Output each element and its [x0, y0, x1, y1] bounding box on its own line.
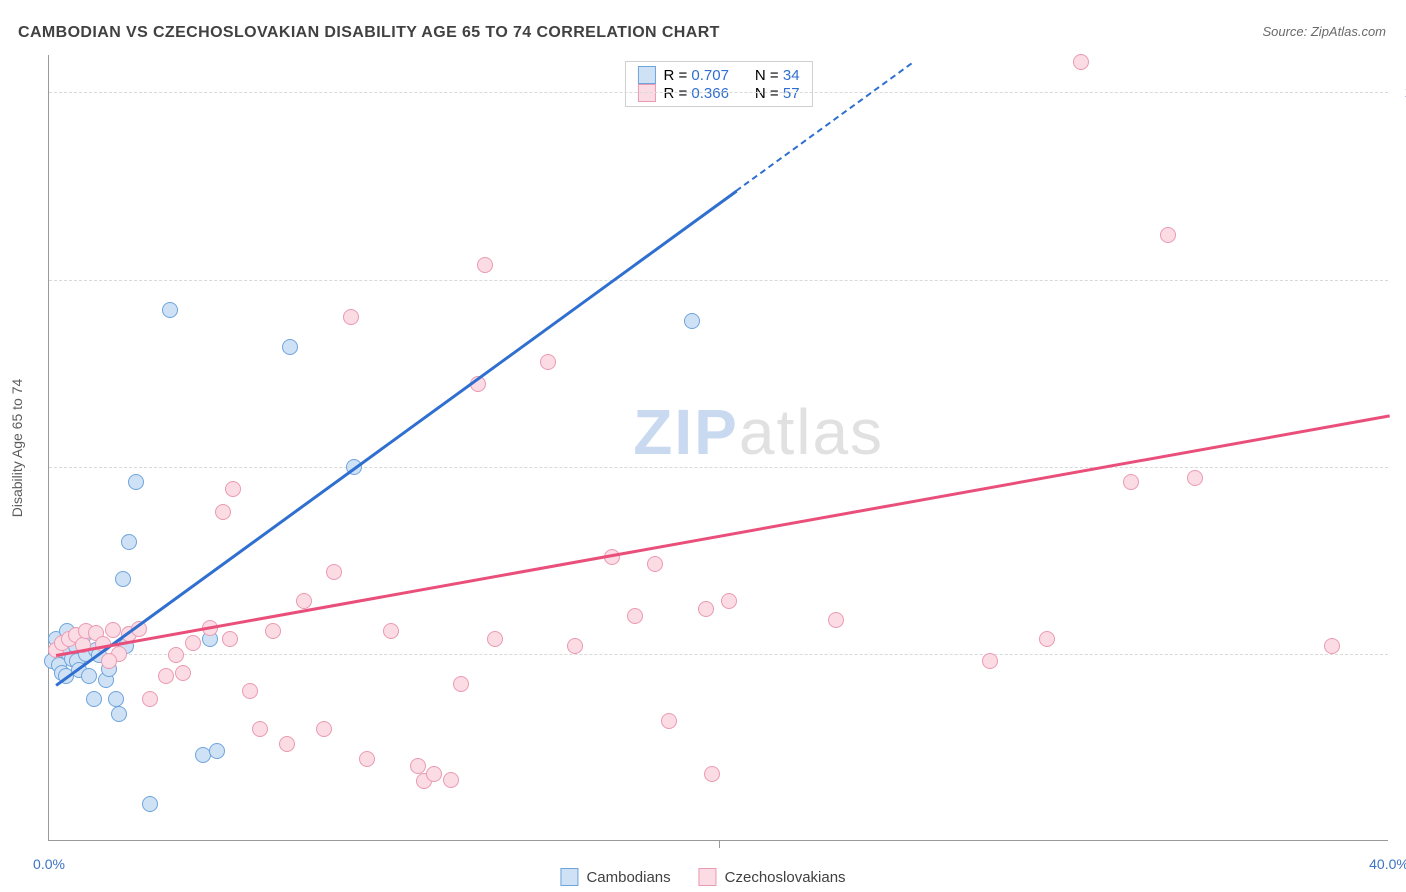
data-point-czechoslovakians [343, 309, 359, 325]
data-point-cambodians [684, 313, 700, 329]
data-point-cambodians [81, 668, 97, 684]
data-point-czechoslovakians [1073, 54, 1089, 70]
data-point-cambodians [142, 796, 158, 812]
data-point-czechoslovakians [168, 647, 184, 663]
data-point-cambodians [209, 743, 225, 759]
data-point-czechoslovakians [158, 668, 174, 684]
data-point-czechoslovakians [410, 758, 426, 774]
data-point-czechoslovakians [316, 721, 332, 737]
y-axis-title: Disability Age 65 to 74 [9, 378, 25, 517]
data-point-czechoslovakians [142, 691, 158, 707]
legend-label: Cambodians [586, 869, 670, 886]
y-tick-label: 75.0% [1396, 272, 1406, 288]
data-point-czechoslovakians [359, 751, 375, 767]
legend: Cambodians Czechoslovakians [560, 868, 845, 886]
data-point-czechoslovakians [225, 481, 241, 497]
legend-label: Czechoslovakians [725, 869, 846, 886]
data-point-czechoslovakians [627, 608, 643, 624]
data-point-czechoslovakians [175, 665, 191, 681]
stat-row-cambodians: R = 0.707 N = 34 [637, 66, 799, 84]
gridline [49, 467, 1388, 468]
data-point-cambodians [128, 474, 144, 490]
data-point-cambodians [115, 571, 131, 587]
data-point-cambodians [86, 691, 102, 707]
legend-item-cambodians: Cambodians [560, 868, 670, 886]
data-point-czechoslovakians [326, 564, 342, 580]
data-point-czechoslovakians [1039, 631, 1055, 647]
x-tick-label: 40.0% [1369, 856, 1406, 872]
data-point-czechoslovakians [242, 683, 258, 699]
plot-area: Disability Age 65 to 74 ZIPatlas R = 0.7… [48, 55, 1388, 841]
data-point-czechoslovakians [453, 676, 469, 692]
watermark: ZIPatlas [633, 395, 884, 469]
watermark-zip: ZIP [633, 396, 739, 468]
data-point-czechoslovakians [1324, 638, 1340, 654]
data-point-czechoslovakians [222, 631, 238, 647]
gridline [49, 92, 1388, 93]
data-point-cambodians [121, 534, 137, 550]
data-point-czechoslovakians [1160, 227, 1176, 243]
data-point-czechoslovakians [426, 766, 442, 782]
data-point-czechoslovakians [721, 593, 737, 609]
watermark-atlas: atlas [739, 396, 884, 468]
legend-item-czechoslovakians: Czechoslovakians [699, 868, 846, 886]
gridline [49, 280, 1388, 281]
data-point-czechoslovakians [279, 736, 295, 752]
source-label: Source: ZipAtlas.com [1262, 24, 1386, 39]
data-point-czechoslovakians [185, 635, 201, 651]
data-point-cambodians [162, 302, 178, 318]
data-point-czechoslovakians [828, 612, 844, 628]
trend-line [55, 414, 1389, 656]
data-point-czechoslovakians [443, 772, 459, 788]
data-point-czechoslovakians [105, 622, 121, 638]
data-point-czechoslovakians [477, 257, 493, 273]
data-point-czechoslovakians [698, 601, 714, 617]
gridline [49, 654, 1388, 655]
data-point-cambodians [108, 691, 124, 707]
data-point-czechoslovakians [296, 593, 312, 609]
stat-r: R = 0.707 [663, 67, 728, 84]
legend-swatch [560, 868, 578, 886]
y-tick-label: 25.0% [1396, 646, 1406, 662]
chart-title: CAMBODIAN VS CZECHOSLOVAKIAN DISABILITY … [18, 24, 720, 42]
stat-n: N = 34 [755, 67, 800, 84]
data-point-czechoslovakians [647, 556, 663, 572]
data-point-cambodians [111, 706, 127, 722]
y-tick-label: 100.0% [1396, 84, 1406, 100]
data-point-czechoslovakians [215, 504, 231, 520]
data-point-czechoslovakians [567, 638, 583, 654]
data-point-czechoslovakians [252, 721, 268, 737]
stat-swatch [637, 66, 655, 84]
data-point-czechoslovakians [982, 653, 998, 669]
data-point-czechoslovakians [383, 623, 399, 639]
legend-swatch [699, 868, 717, 886]
data-point-czechoslovakians [704, 766, 720, 782]
x-tick-label: 0.0% [33, 856, 65, 872]
data-point-czechoslovakians [101, 653, 117, 669]
data-point-czechoslovakians [540, 354, 556, 370]
stat-box: R = 0.707N = 34R = 0.366N = 57 [624, 61, 812, 107]
data-point-czechoslovakians [487, 631, 503, 647]
data-point-czechoslovakians [265, 623, 281, 639]
x-tick [719, 840, 720, 848]
data-point-cambodians [282, 339, 298, 355]
data-point-czechoslovakians [1187, 470, 1203, 486]
data-point-czechoslovakians [1123, 474, 1139, 490]
data-point-czechoslovakians [661, 713, 677, 729]
y-tick-label: 50.0% [1396, 459, 1406, 475]
